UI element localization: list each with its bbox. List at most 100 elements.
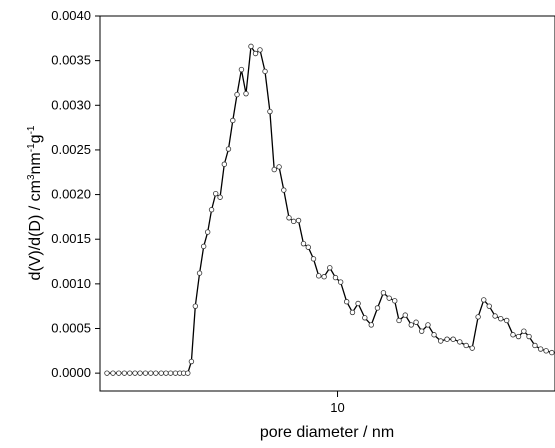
data-point: [418, 328, 425, 334]
data-point: [463, 342, 469, 349]
data-point: [252, 50, 259, 57]
data-point: [537, 346, 544, 352]
data-point: [300, 240, 307, 247]
data-point: [192, 303, 199, 309]
data-point: [532, 342, 538, 349]
data-point: [549, 349, 555, 356]
data-point: [408, 322, 414, 328]
data-point: [217, 194, 223, 200]
data-point: [167, 370, 174, 376]
data-point: [332, 274, 339, 281]
data-point: [281, 187, 287, 193]
data-point: [200, 243, 207, 250]
data-point: [286, 215, 292, 221]
data-point: [380, 290, 387, 296]
data-point: [230, 117, 236, 124]
x-tick-label: 10: [330, 400, 344, 415]
x-axis: 10: [330, 391, 345, 415]
data-point: [515, 333, 522, 340]
data-point: [213, 190, 219, 197]
series-line: [107, 44, 552, 374]
data-point: [486, 303, 492, 309]
data-point: [368, 322, 374, 328]
y-axis-label-sup-3: -1: [26, 125, 37, 134]
data-point: [137, 370, 143, 376]
data-point: [444, 336, 450, 342]
y-tick-label: 0.0025: [51, 142, 91, 157]
y-tick-label: 0.0005: [51, 321, 91, 336]
y-axis-label-sup-1: 3: [26, 174, 37, 180]
data-point: [374, 305, 381, 311]
data-point: [386, 295, 392, 301]
y-tick-label: 0.0010: [51, 276, 91, 291]
y-axis: 0.0000 0.0005 0.0010 0.0015 0.0020 0.0025 0.00…: [51, 8, 100, 380]
data-point: [543, 348, 549, 354]
data-point: [510, 332, 516, 338]
y-tick-label: 0.0000: [51, 365, 91, 380]
data-point: [321, 274, 327, 280]
data-point: [392, 298, 398, 304]
data-point: [469, 345, 475, 351]
y-tick-label: 0.0040: [51, 8, 91, 23]
data-point: [172, 370, 179, 376]
data-point: [276, 164, 282, 170]
data-point: [310, 256, 317, 262]
data-point: [127, 370, 133, 376]
data-point: [243, 90, 249, 97]
data-point: [110, 370, 116, 376]
data-point: [188, 358, 195, 365]
y-tick-label: 0.0020: [51, 187, 91, 202]
data-point: [355, 300, 361, 307]
data-point: [121, 370, 128, 376]
data-point: [116, 370, 122, 376]
y-axis-label-main: d(V)/d(D) / cm: [27, 180, 44, 280]
y-axis-label-unit-g: g: [27, 134, 44, 143]
data-point: [295, 217, 302, 224]
data-point: [492, 313, 498, 319]
x-axis-label: pore diameter / nm: [260, 424, 394, 441]
y-axis-label-unit-nm: nm: [27, 152, 44, 174]
data-point: [225, 146, 232, 152]
data-point: [208, 207, 215, 213]
data-point: [337, 279, 344, 285]
data-point: [132, 370, 138, 376]
data-point: [185, 370, 191, 376]
data-point: [396, 317, 402, 324]
y-axis-label-sup-2: -1: [26, 143, 37, 152]
data-point: [343, 299, 350, 305]
y-tick-label: 0.0030: [51, 97, 91, 112]
plot-area: [104, 43, 555, 376]
data-point: [305, 244, 311, 250]
data-point: [402, 312, 408, 318]
data-point: [425, 322, 431, 328]
data-point: [437, 338, 444, 344]
data-point: [526, 333, 532, 340]
data-point: [457, 339, 463, 345]
data-point: [248, 43, 254, 50]
data-point: [196, 270, 203, 276]
data-point: [262, 68, 268, 75]
data-point: [290, 218, 297, 225]
data-point: [142, 370, 149, 376]
data-point: [257, 47, 263, 53]
data-point: [158, 370, 164, 376]
data-point: [521, 328, 527, 334]
data-point: [163, 370, 169, 376]
data-point: [450, 336, 456, 342]
data-point: [504, 317, 510, 324]
data-point: [234, 91, 240, 98]
data-point: [104, 370, 110, 376]
data-point: [148, 370, 154, 376]
data-point: [221, 161, 228, 167]
y-axis-label: d(V)/d(D) / cm3nm-1g-1: [26, 125, 44, 280]
data-point: [316, 273, 322, 279]
data-point: [498, 315, 504, 322]
data-point: [327, 265, 333, 271]
data-point: [238, 66, 245, 73]
data-point: [431, 332, 437, 338]
plot-area-frame: [99, 15, 555, 392]
data-point: [475, 314, 481, 320]
data-point: [481, 297, 487, 303]
data-point: [271, 166, 277, 173]
data-point: [204, 229, 211, 235]
